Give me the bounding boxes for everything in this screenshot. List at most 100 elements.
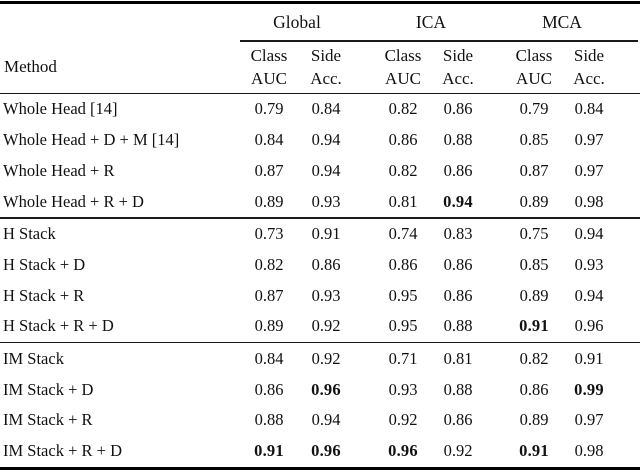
col-header-line: Side (310, 46, 342, 65)
midrule-block2 (0, 341, 640, 344)
midrule-block1 (0, 217, 640, 219)
col-header-ica-side-acc: Side Acc. (430, 44, 486, 90)
value-cell: 0.83 (443, 224, 473, 244)
method-cell: H Stack (3, 224, 56, 244)
col-header-line: Side (442, 46, 474, 65)
value-cell: 0.97 (574, 130, 604, 150)
value-cell: 0.93 (311, 191, 341, 211)
value-cell: 0.89 (254, 316, 284, 336)
table-row: IM Stack + R 0.88 0.94 0.92 0.86 0.89 0.… (0, 405, 640, 436)
col-header-line: Class (384, 46, 422, 65)
value-cell: 0.93 (388, 379, 418, 399)
table-row: Whole Head + D + M [14] 0.84 0.94 0.86 0… (0, 125, 640, 156)
toprule (0, 1, 640, 4)
col-header-line: Acc. (442, 69, 474, 88)
value-cell: 0.87 (254, 285, 284, 305)
subheader-row: Method Class AUC Side Acc. Class AUC Sid… (0, 42, 640, 93)
midrule-header (0, 92, 640, 94)
table-row: IM Stack + R + D 0.91 0.96 0.96 0.92 0.9… (0, 436, 640, 467)
value-cell: 0.95 (388, 285, 418, 305)
group-header-global: Global (273, 11, 321, 32)
value-cell: 0.92 (443, 441, 473, 461)
value-cell: 0.95 (388, 316, 418, 336)
method-cell: Whole Head + R + D (3, 191, 144, 211)
value-cell: 0.96 (311, 441, 341, 461)
col-header-line: Acc. (573, 69, 605, 88)
col-header-mca-side-acc: Side Acc. (561, 44, 617, 90)
cmidrule (240, 40, 638, 42)
table-block-im-stack: IM Stack 0.84 0.92 0.71 0.81 0.82 0.91 I… (0, 343, 640, 466)
col-header-line: AUC (251, 69, 287, 88)
col-header-line: Class (250, 46, 288, 65)
method-cell: Whole Head + D + M [14] (3, 130, 180, 150)
value-cell: 0.82 (388, 99, 418, 119)
value-cell: 0.89 (254, 191, 284, 211)
value-cell: 0.82 (254, 254, 284, 274)
method-cell: IM Stack + D (3, 379, 94, 399)
value-cell: 0.94 (311, 410, 341, 430)
value-cell: 0.73 (254, 224, 284, 244)
value-cell: 0.86 (388, 254, 418, 274)
value-cell: 0.89 (519, 285, 549, 305)
col-header-line: Class (515, 46, 553, 65)
value-cell: 0.86 (388, 130, 418, 150)
method-cell: IM Stack + R + D (3, 441, 122, 461)
value-cell: 0.89 (519, 410, 549, 430)
value-cell: 0.98 (574, 191, 604, 211)
method-cell: IM Stack + R (3, 410, 93, 430)
value-cell: 0.86 (443, 160, 473, 180)
table-block-h-stack: H Stack 0.73 0.91 0.74 0.83 0.75 0.94 H … (0, 219, 640, 342)
method-column-header: Method (4, 57, 57, 76)
value-cell: 0.81 (388, 191, 418, 211)
table-block-whole-head: Whole Head [14] 0.79 0.84 0.82 0.86 0.79… (0, 94, 640, 217)
value-cell: 0.96 (388, 441, 418, 461)
method-cell: Whole Head [14] (3, 99, 118, 119)
method-cell: H Stack + D (3, 254, 86, 274)
table-row: H Stack + D 0.82 0.86 0.86 0.86 0.85 0.9… (0, 249, 640, 280)
method-cell: H Stack + R + D (3, 316, 114, 336)
value-cell: 0.86 (443, 99, 473, 119)
col-header-global-side-acc: Side Acc. (298, 44, 354, 90)
value-cell: 0.97 (574, 410, 604, 430)
value-cell: 0.93 (311, 285, 341, 305)
value-cell: 0.86 (443, 254, 473, 274)
value-cell: 0.96 (574, 316, 604, 336)
value-cell: 0.98 (574, 441, 604, 461)
value-cell: 0.88 (443, 379, 473, 399)
value-cell: 0.89 (519, 191, 549, 211)
value-cell: 0.84 (311, 99, 341, 119)
value-cell: 0.92 (311, 316, 341, 336)
value-cell: 0.88 (443, 130, 473, 150)
value-cell: 0.88 (443, 316, 473, 336)
value-cell: 0.99 (574, 379, 604, 399)
value-cell: 0.86 (519, 379, 549, 399)
method-cell: IM Stack (3, 348, 64, 368)
col-header-line: AUC (385, 69, 421, 88)
table-row: IM Stack + D 0.86 0.96 0.93 0.88 0.86 0.… (0, 374, 640, 405)
value-cell: 0.84 (254, 130, 284, 150)
value-cell: 0.96 (311, 379, 341, 399)
table-row: Whole Head [14] 0.79 0.84 0.82 0.86 0.79… (0, 94, 640, 125)
value-cell: 0.82 (388, 160, 418, 180)
value-cell: 0.91 (254, 441, 284, 461)
value-cell: 0.94 (311, 130, 341, 150)
group-header-mca: MCA (542, 11, 582, 32)
value-cell: 0.91 (574, 348, 604, 368)
table-row: Whole Head + R + D 0.89 0.93 0.81 0.94 0… (0, 186, 640, 217)
group-header-row: Global ICA MCA (0, 4, 640, 40)
value-cell: 0.91 (311, 224, 341, 244)
col-header-line: Acc. (310, 69, 342, 88)
value-cell: 0.93 (574, 254, 604, 274)
value-cell: 0.84 (254, 348, 284, 368)
method-cell: H Stack + R (3, 285, 85, 305)
table-row: Whole Head + R 0.87 0.94 0.82 0.86 0.87 … (0, 156, 640, 187)
table-row: H Stack + R + D 0.89 0.92 0.95 0.88 0.91… (0, 311, 640, 342)
value-cell: 0.91 (519, 441, 549, 461)
value-cell: 0.94 (311, 160, 341, 180)
table-row: H Stack + R 0.87 0.93 0.95 0.86 0.89 0.9… (0, 280, 640, 311)
value-cell: 0.86 (443, 410, 473, 430)
value-cell: 0.71 (388, 348, 418, 368)
value-cell: 0.84 (574, 99, 604, 119)
value-cell: 0.79 (519, 99, 549, 119)
